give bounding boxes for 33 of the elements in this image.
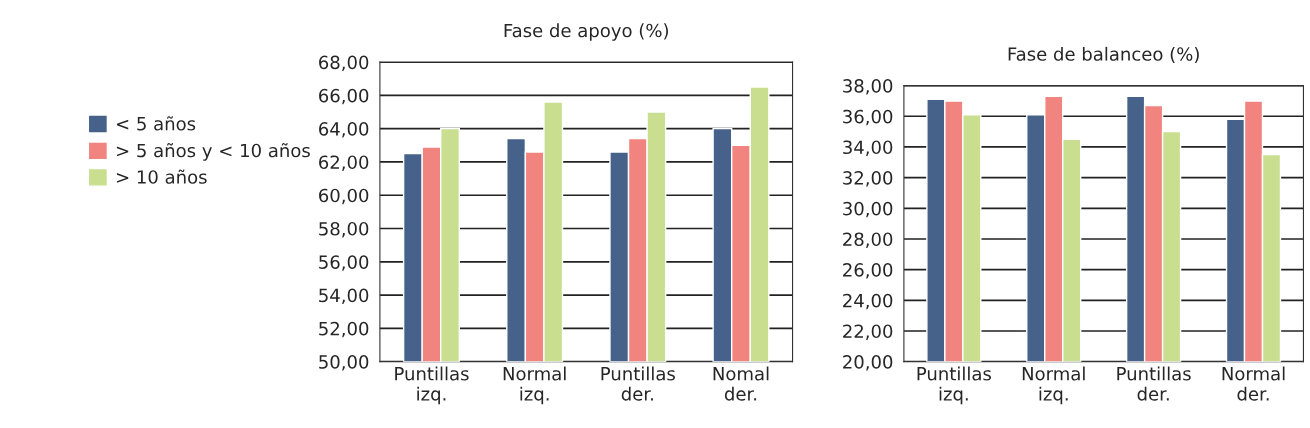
x-tick-label: Puntillas izq. <box>395 366 469 405</box>
y-tick-label: 66,00 <box>319 88 369 105</box>
x-tick-label: Normal der. <box>1222 366 1285 401</box>
y-tick-label: 22,00 <box>843 324 893 340</box>
x-tick-label: Normal izq. <box>503 366 566 405</box>
y-tick-label: 32,00 <box>843 171 893 187</box>
legend-label: > 5 años y < 10 años <box>116 143 310 161</box>
y-tick-label: 30,00 <box>843 201 893 218</box>
chart-title: Fase de apoyo (%) <box>504 23 668 41</box>
y-tick-label: 68,00 <box>319 55 369 72</box>
y-tick-label: 60,00 <box>319 188 369 205</box>
y-tick-label: 54,00 <box>319 288 369 305</box>
y-tick-label: 52,00 <box>319 321 369 338</box>
y-tick-label: 56,00 <box>319 255 369 271</box>
x-tick-label: Nomal der. <box>713 366 769 401</box>
x-tick-label: Puntillas der. <box>1117 366 1191 401</box>
legend-label: > 10 años <box>116 169 207 184</box>
y-tick-label: 20,00 <box>843 355 893 371</box>
y-tick-label: 28,00 <box>843 232 893 248</box>
x-tick-label: Puntillas izq. <box>917 366 991 405</box>
y-tick-label: 64,00 <box>319 122 369 138</box>
y-tick-label: 50,00 <box>319 355 369 371</box>
y-tick-label: 38,00 <box>843 79 893 95</box>
y-tick-label: 62,00 <box>319 155 369 171</box>
legend-label: < 5 años <box>116 116 196 131</box>
y-tick-label: 24,00 <box>843 293 893 310</box>
x-tick-label: Puntillas der. <box>601 366 675 401</box>
y-tick-label: 26,00 <box>843 263 893 279</box>
x-tick-label: Normal izq. <box>1022 366 1085 405</box>
y-tick-label: 34,00 <box>843 140 893 156</box>
y-tick-label: 58,00 <box>319 221 369 238</box>
chart-title: Fase de balanceo (%) <box>1008 46 1199 63</box>
y-tick-label: 36,00 <box>843 109 893 126</box>
